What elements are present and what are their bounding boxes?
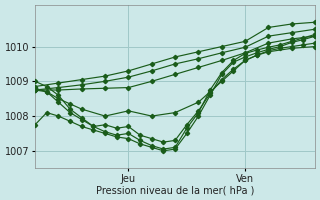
X-axis label: Pression niveau de la mer( hPa ): Pression niveau de la mer( hPa ) xyxy=(96,185,254,195)
